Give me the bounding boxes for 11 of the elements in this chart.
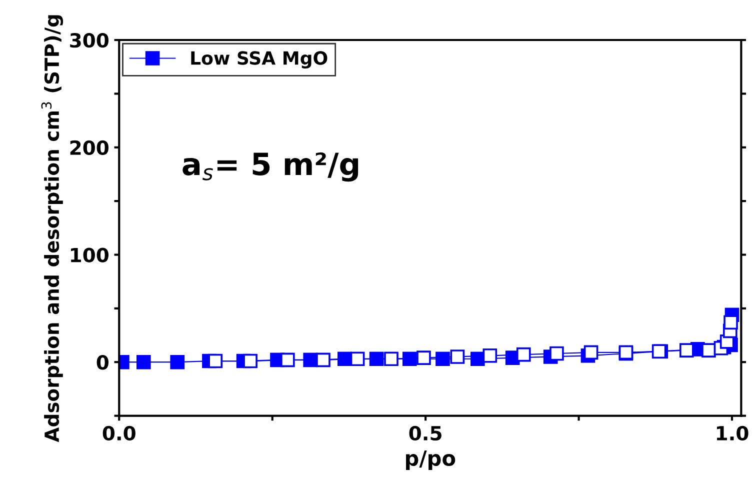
- y-tick-label: 200: [70, 140, 108, 156]
- annotation: a$_{s}$= 5 m²/g: [182, 152, 358, 182]
- x-tick-label: 0.5: [409, 426, 442, 441]
- y-tick-label: 300: [70, 32, 108, 48]
- x-tick-label: 1.0: [716, 426, 748, 441]
- x-tick-label: 0.0: [102, 426, 136, 441]
- y-axis-title: Adsorption and desorption cm$^{3}$ (STP)/g: [41, 15, 64, 442]
- y-tick-label: 100: [71, 248, 108, 262]
- legend-label: Low SSA MgO: [191, 51, 328, 68]
- y-tick-label: 0: [96, 355, 108, 370]
- x-axis-title: p/po: [406, 450, 456, 470]
